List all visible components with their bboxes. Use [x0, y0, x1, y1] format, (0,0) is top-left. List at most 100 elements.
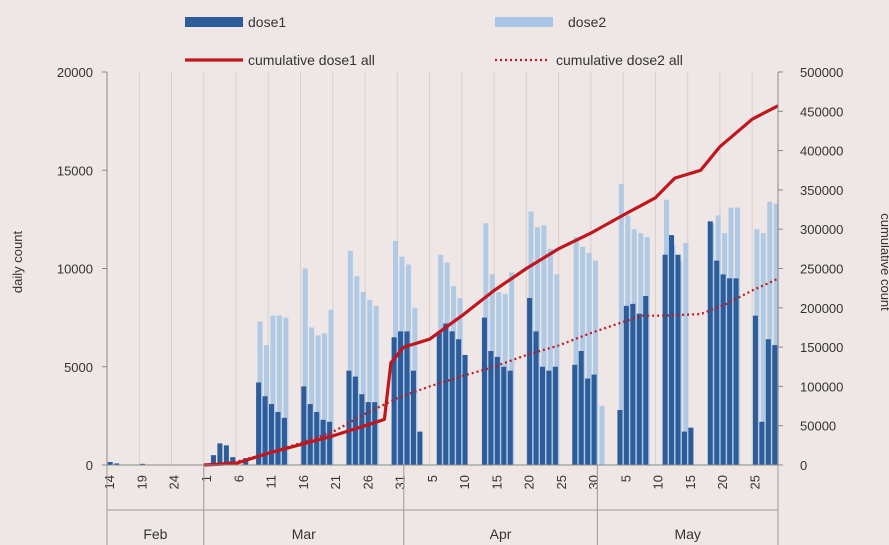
bar-dose1: [539, 366, 546, 465]
x-tick-label: 21: [328, 475, 343, 489]
bar-dose1: [494, 356, 500, 465]
line-cumulative-dose2-all: [203, 277, 779, 467]
bar-dose1: [572, 364, 578, 465]
legend: dose1 dose2 cumulative dose1 all cumulative…: [185, 14, 683, 68]
y2-tick-label: 500000: [800, 65, 843, 80]
bar-dose1: [585, 378, 591, 465]
bar-dose1: [327, 421, 333, 465]
bar-dose1: [681, 431, 687, 465]
bar-dose1: [301, 386, 307, 465]
bar-dose1: [733, 278, 739, 465]
bar-series: [107, 184, 779, 465]
month-label: Feb: [143, 526, 167, 542]
bar-dose1: [675, 254, 681, 465]
bar-dose1: [346, 370, 352, 465]
bar-dose1: [210, 455, 216, 465]
x-tick-label: 5: [618, 475, 633, 482]
bar-dose2: [373, 305, 379, 465]
bar-dose1: [752, 315, 758, 465]
bar-dose2: [773, 203, 779, 465]
bar-dose1: [462, 354, 468, 465]
bar-dose1: [449, 331, 455, 465]
bar-dose1: [275, 411, 281, 465]
y2-tick-label: 100000: [800, 379, 843, 394]
bar-dose2: [322, 333, 328, 465]
x-tick-label: 10: [457, 475, 472, 489]
y2-tick-label: 400000: [800, 144, 843, 159]
bar-dose2: [302, 268, 308, 465]
line-cumulative-dose1-all: [203, 104, 779, 467]
legend-label: cumulative dose1 all: [248, 52, 375, 68]
x-tick-label: 1: [199, 475, 214, 482]
y-tick-label: 0: [86, 458, 93, 473]
bar-dose1: [365, 402, 371, 465]
axes: 0500010000150002000005000010000015000020…: [57, 65, 843, 545]
bar-dose1: [262, 396, 268, 465]
bar-dose2: [354, 276, 360, 465]
y2-tick-label: 300000: [800, 222, 843, 237]
bar-dose1: [546, 370, 552, 465]
legend-label: cumulative dose2 all: [556, 52, 683, 68]
x-tick-label: 25: [554, 475, 569, 489]
bar-dose1: [456, 339, 462, 465]
bar-dose1: [527, 297, 533, 465]
bar-dose1: [772, 345, 778, 465]
bar-dose1: [139, 463, 146, 465]
bar-dose1: [662, 254, 668, 465]
bar-dose2: [541, 225, 547, 465]
bar-dose2: [586, 252, 592, 465]
x-tick-label: 5: [425, 475, 440, 482]
bar-dose1: [281, 417, 287, 465]
bar-dose2: [360, 292, 366, 465]
bar-dose1: [320, 419, 326, 465]
y2-tick-label: 450000: [800, 104, 843, 119]
bar-dose1: [501, 366, 507, 465]
bar-dose2: [270, 315, 276, 465]
y2-tick-label: 200000: [800, 301, 843, 316]
x-tick-label: 15: [489, 475, 504, 489]
y2-axis-label: cumulative count: [878, 213, 889, 311]
bar-dose1: [533, 331, 539, 465]
legend-swatch-dose1: [185, 17, 243, 27]
gridlines: [106, 72, 753, 465]
bar-dose2: [328, 309, 334, 465]
y2-tick-label: 50000: [800, 419, 836, 434]
y2-tick-label: 150000: [800, 340, 843, 355]
y-tick-label: 20000: [57, 65, 93, 80]
bar-dose2: [618, 184, 624, 465]
bar-dose2: [276, 315, 282, 465]
bar-dose2: [509, 272, 515, 465]
bar-dose1: [707, 221, 713, 465]
x-tick-label: 26: [360, 475, 375, 489]
bar-dose1: [727, 278, 733, 465]
x-tick-label: 14: [102, 475, 117, 489]
bar-dose1: [307, 404, 313, 465]
bar-dose2: [347, 250, 353, 465]
y2-tick-label: 0: [800, 458, 807, 473]
bar-dose1: [591, 374, 597, 465]
y-axis-label: daily count: [10, 231, 25, 294]
bar-dose1: [269, 404, 275, 465]
bar-dose2: [309, 327, 315, 465]
bar-dose1: [359, 394, 365, 465]
bar-dose1: [507, 370, 513, 465]
legend-swatch-dose2: [495, 17, 553, 27]
bar-dose1: [256, 382, 262, 465]
x-tick-label: 25: [747, 475, 762, 489]
x-tick-label: 19: [135, 475, 150, 489]
bar-dose1: [578, 351, 584, 465]
bar-dose2: [593, 260, 599, 465]
bar-dose1: [223, 445, 229, 465]
x-tick-label: 20: [715, 475, 730, 489]
bar-dose1: [552, 366, 558, 465]
x-tick-label: 20: [522, 475, 537, 489]
bar-dose1: [398, 331, 404, 465]
bar-dose1: [114, 463, 120, 465]
bar-dose1: [759, 421, 765, 465]
x-tick-label: 30: [586, 475, 601, 489]
bar-dose2: [599, 406, 605, 465]
legend-label: dose2: [568, 14, 606, 30]
x-tick-label: 11: [264, 475, 279, 489]
